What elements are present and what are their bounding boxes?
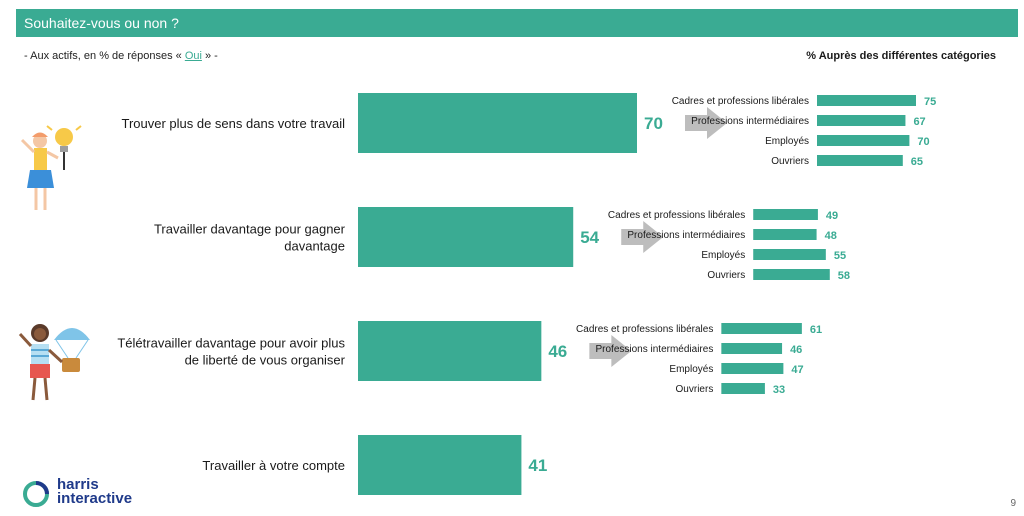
breakdown-bar xyxy=(817,135,910,146)
breakdown-label: Professions intermédiaires xyxy=(691,116,809,127)
breakdown-label: Professions intermédiaires xyxy=(627,230,745,241)
arrow-icon xyxy=(621,221,664,253)
breakdown-value: 48 xyxy=(825,230,837,242)
breakdown-label: Cadres et professions libérales xyxy=(576,324,713,335)
bar-category-label: Télétravailler davantage pour avoir plus xyxy=(117,336,345,351)
breakdown-value: 75 xyxy=(924,96,936,108)
bar-category-label: davantage xyxy=(284,239,345,254)
breakdown-value: 47 xyxy=(791,364,803,376)
breakdown-bar xyxy=(753,209,818,220)
harris-logo-text: harris interactive xyxy=(57,476,133,507)
bar-value-label: 46 xyxy=(548,342,567,361)
breakdown-label: Ouvriers xyxy=(676,384,714,395)
bar xyxy=(358,207,574,267)
woman-lightbulb-icon xyxy=(20,125,82,210)
breakdown-value: 58 xyxy=(838,270,850,282)
breakdown-bar xyxy=(817,95,916,106)
subtitle-highlight[interactable]: Oui xyxy=(184,50,202,62)
breakdown-label: Cadres et professions libérales xyxy=(608,210,745,221)
breakdown-bar xyxy=(753,229,817,240)
bar-category-label: Travailler à votre compte xyxy=(202,458,345,473)
arrow-icon xyxy=(685,107,727,139)
bar-category-label: Trouver plus de sens dans votre travail xyxy=(121,116,345,131)
breakdown-label: Ouvriers xyxy=(707,270,745,281)
breakdown-value: 33 xyxy=(773,384,785,396)
breakdown-label: Ouvriers xyxy=(771,156,809,167)
person-parachute-icon xyxy=(18,324,90,401)
breakdown-label: Employés xyxy=(701,250,745,261)
breakdown-value: 61 xyxy=(810,324,822,336)
harris-logo-icon xyxy=(23,481,49,507)
page-header: Souhaitez-vous ou non ? xyxy=(16,9,1018,37)
bar-value-label: 41 xyxy=(528,456,547,475)
bar xyxy=(358,435,522,495)
breakdown-bar xyxy=(817,155,903,166)
breakdown-title: % Auprès des différentes catégories xyxy=(806,50,996,62)
bar-value-label: 70 xyxy=(644,114,663,133)
subtitle-prefix: - Aux actifs, en % de réponses « xyxy=(24,50,185,62)
page-number: 9 xyxy=(1010,498,1016,509)
chart-subtitle: - Aux actifs, en % de réponses « Oui » - xyxy=(24,50,218,62)
breakdown-bar xyxy=(721,383,765,394)
breakdown-value: 46 xyxy=(790,344,802,356)
bar-value-label: 54 xyxy=(580,228,599,247)
breakdown-value: 49 xyxy=(826,210,838,222)
breakdown-value: 55 xyxy=(834,250,846,262)
arrow-icon xyxy=(589,335,632,367)
breakdown-value: 65 xyxy=(911,156,923,168)
bar-category-label: Travailler davantage pour gagner xyxy=(154,222,346,237)
logo-line2: interactive xyxy=(57,490,133,507)
breakdown-bar xyxy=(721,343,783,354)
breakdown-value: 67 xyxy=(913,116,925,128)
breakdown-label: Employés xyxy=(765,136,809,147)
breakdown-bar xyxy=(753,269,830,280)
breakdown-bar xyxy=(753,249,826,260)
page-title: Souhaitez-vous ou non ? xyxy=(24,15,179,31)
bar-category-label: de liberté de vous organiser xyxy=(185,353,346,368)
breakdown-label: Professions intermédiaires xyxy=(596,344,714,355)
breakdown-label: Cadres et professions libérales xyxy=(672,96,809,107)
subtitle-suffix: » - xyxy=(201,50,218,62)
breakdown-bar xyxy=(721,363,784,374)
logo-line1: harris xyxy=(57,476,99,493)
breakdown-bar xyxy=(721,323,802,334)
bar xyxy=(358,321,542,381)
breakdown-value: 70 xyxy=(917,136,929,148)
bar xyxy=(358,93,637,153)
breakdown-bar xyxy=(817,115,906,126)
breakdown-label: Employés xyxy=(669,364,713,375)
